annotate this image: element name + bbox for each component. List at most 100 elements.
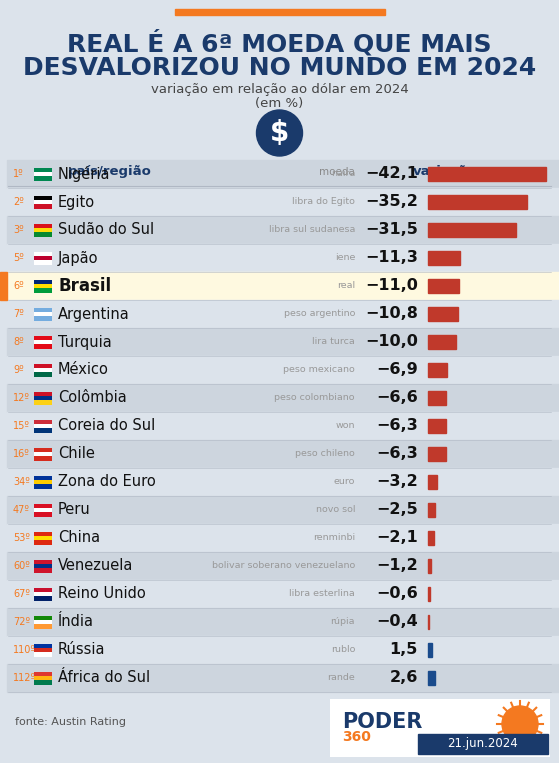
Bar bbox=[34, 423, 52, 428]
Text: rúpia: rúpia bbox=[330, 617, 355, 626]
Text: DESVALORIZOU NO MUNDO EM 2024: DESVALORIZOU NO MUNDO EM 2024 bbox=[23, 56, 536, 80]
Text: rande: rande bbox=[327, 674, 355, 682]
Text: peso mexicano: peso mexicano bbox=[283, 365, 355, 375]
Text: Colômbia: Colômbia bbox=[58, 391, 127, 405]
Bar bbox=[34, 504, 52, 508]
Text: Zona do Euro: Zona do Euro bbox=[58, 475, 156, 490]
Bar bbox=[428, 642, 432, 657]
Bar bbox=[428, 615, 429, 629]
Bar bbox=[34, 228, 52, 232]
Bar bbox=[34, 232, 52, 237]
Bar bbox=[7, 328, 559, 356]
Text: China: China bbox=[58, 530, 100, 546]
Bar bbox=[34, 176, 52, 181]
Text: peso argentino: peso argentino bbox=[283, 310, 355, 318]
Bar bbox=[34, 676, 52, 680]
Text: moeda: moeda bbox=[319, 167, 355, 177]
Text: Peru: Peru bbox=[58, 503, 91, 517]
Text: −2,5: −2,5 bbox=[376, 503, 418, 517]
Bar bbox=[7, 356, 559, 384]
Bar bbox=[34, 284, 52, 288]
Bar bbox=[7, 496, 559, 524]
Bar bbox=[34, 448, 52, 452]
Text: −10,8: −10,8 bbox=[365, 307, 418, 321]
Bar bbox=[34, 312, 52, 316]
Bar bbox=[34, 452, 52, 456]
Text: 15º: 15º bbox=[13, 421, 30, 431]
Bar bbox=[7, 636, 559, 664]
Bar bbox=[7, 664, 559, 692]
Text: 2º: 2º bbox=[13, 197, 24, 207]
Bar bbox=[34, 172, 52, 176]
Text: 2,6: 2,6 bbox=[390, 671, 418, 685]
Text: 47º: 47º bbox=[13, 505, 30, 515]
Bar bbox=[7, 608, 559, 636]
Bar bbox=[34, 540, 52, 545]
Text: −6,9: −6,9 bbox=[376, 362, 418, 378]
Text: renminbi: renminbi bbox=[313, 533, 355, 542]
Bar bbox=[34, 480, 52, 485]
Bar bbox=[428, 446, 446, 462]
Text: México: México bbox=[58, 362, 109, 378]
Bar bbox=[7, 216, 559, 244]
Bar bbox=[428, 587, 430, 601]
Bar bbox=[428, 307, 458, 321]
Bar bbox=[34, 256, 52, 260]
Bar bbox=[34, 588, 52, 592]
Bar bbox=[428, 335, 456, 349]
Text: 72º: 72º bbox=[13, 617, 30, 627]
Text: Argentina: Argentina bbox=[58, 307, 130, 321]
Bar bbox=[428, 223, 517, 237]
Text: 112º: 112º bbox=[13, 673, 36, 683]
Text: 53º: 53º bbox=[13, 533, 30, 543]
Bar bbox=[34, 372, 52, 376]
Bar bbox=[34, 336, 52, 340]
Bar bbox=[428, 503, 435, 517]
Bar bbox=[34, 391, 52, 396]
Bar bbox=[34, 456, 52, 461]
Bar bbox=[34, 279, 52, 284]
Bar bbox=[428, 671, 435, 685]
Bar bbox=[34, 288, 52, 292]
Bar bbox=[34, 652, 52, 656]
Bar bbox=[34, 200, 52, 204]
Text: 7º: 7º bbox=[13, 309, 24, 319]
Bar bbox=[34, 168, 52, 172]
Bar bbox=[34, 512, 52, 517]
Bar bbox=[428, 419, 446, 433]
Bar bbox=[34, 420, 52, 423]
Bar bbox=[34, 475, 52, 480]
Text: −31,5: −31,5 bbox=[365, 223, 418, 237]
Text: novo sol: novo sol bbox=[315, 506, 355, 514]
Text: euro: euro bbox=[334, 478, 355, 487]
Bar bbox=[7, 468, 559, 496]
Text: Egito: Egito bbox=[58, 195, 95, 210]
Bar bbox=[428, 559, 432, 573]
Bar bbox=[7, 300, 559, 328]
Text: naira: naira bbox=[330, 169, 355, 179]
Text: −10,0: −10,0 bbox=[365, 334, 418, 349]
Text: −6,3: −6,3 bbox=[376, 418, 418, 433]
Text: 3º: 3º bbox=[13, 225, 23, 235]
Bar bbox=[34, 316, 52, 320]
Bar bbox=[34, 559, 52, 564]
Text: 16º: 16º bbox=[13, 449, 30, 459]
Text: libra do Egito: libra do Egito bbox=[292, 198, 355, 207]
Bar bbox=[34, 648, 52, 652]
Text: libra sul sudanesa: libra sul sudanesa bbox=[269, 226, 355, 234]
Text: 67º: 67º bbox=[13, 589, 30, 599]
Bar bbox=[428, 278, 459, 293]
Bar bbox=[34, 195, 52, 200]
Bar bbox=[34, 596, 52, 600]
Bar bbox=[34, 400, 52, 404]
Text: variação: variação bbox=[413, 166, 477, 179]
Bar bbox=[428, 167, 546, 182]
Text: peso colombiano: peso colombiano bbox=[274, 394, 355, 403]
Text: −11,0: −11,0 bbox=[365, 278, 418, 294]
Bar bbox=[34, 340, 52, 344]
Text: −2,1: −2,1 bbox=[376, 530, 418, 546]
Text: libra esterlina: libra esterlina bbox=[289, 590, 355, 598]
Bar bbox=[7, 552, 559, 580]
Text: Nigéria: Nigéria bbox=[58, 166, 111, 182]
Text: (em %): (em %) bbox=[255, 98, 304, 111]
